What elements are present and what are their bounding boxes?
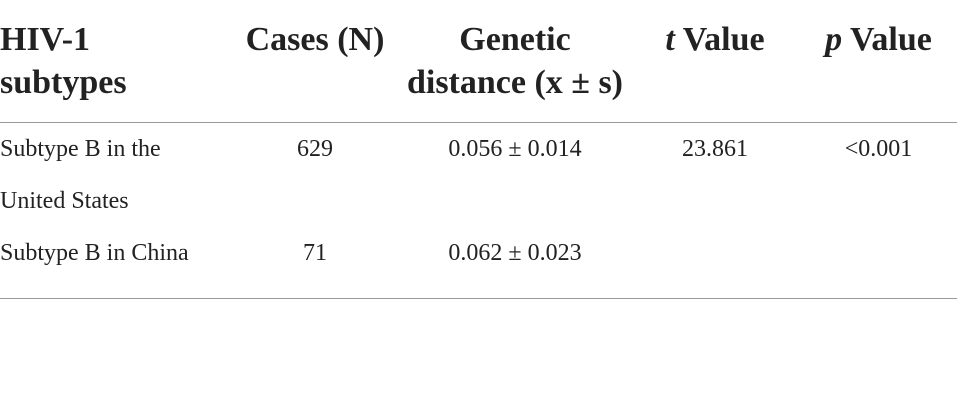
header-italic: t bbox=[665, 21, 675, 58]
header-cell: p Value bbox=[800, 0, 957, 123]
table-cell: 0.062 ± 0.023 bbox=[400, 227, 630, 299]
data-table: HIV-1 subtypes Cases (N) Genetic distanc… bbox=[0, 0, 957, 299]
table-cell: 0.056 ± 0.014 bbox=[448, 136, 582, 162]
header-cell: t Value bbox=[630, 0, 800, 123]
header-cell: Cases (N) bbox=[230, 0, 400, 123]
table-cell: 629 bbox=[297, 136, 333, 162]
table-body: Subtype B in the United States 629 0.056 ±… bbox=[0, 123, 957, 299]
header-row: HIV-1 subtypes Cases (N) Genetic distanc… bbox=[0, 0, 957, 123]
table-cell: Subtype B in the United States bbox=[0, 136, 161, 214]
table-cell bbox=[630, 227, 800, 299]
table-cell: 23.861 bbox=[682, 136, 748, 162]
header-text: Value bbox=[682, 21, 765, 58]
table-row: Subtype B in China 71 0.062 ± 0.023 bbox=[0, 227, 957, 299]
header-cell: HIV-1 subtypes bbox=[0, 0, 230, 123]
table-cell bbox=[800, 227, 957, 299]
table-cell: <0.001 bbox=[844, 136, 913, 162]
table-cell: Subtype B in China bbox=[0, 227, 230, 299]
header-text: Value bbox=[850, 21, 932, 58]
table-row: Subtype B in the United States 629 0.056 ±… bbox=[0, 123, 957, 228]
header-italic: p bbox=[825, 21, 843, 58]
header-cell: Genetic distance (x ± s) bbox=[400, 0, 630, 123]
table-cell: 71 bbox=[230, 227, 400, 299]
